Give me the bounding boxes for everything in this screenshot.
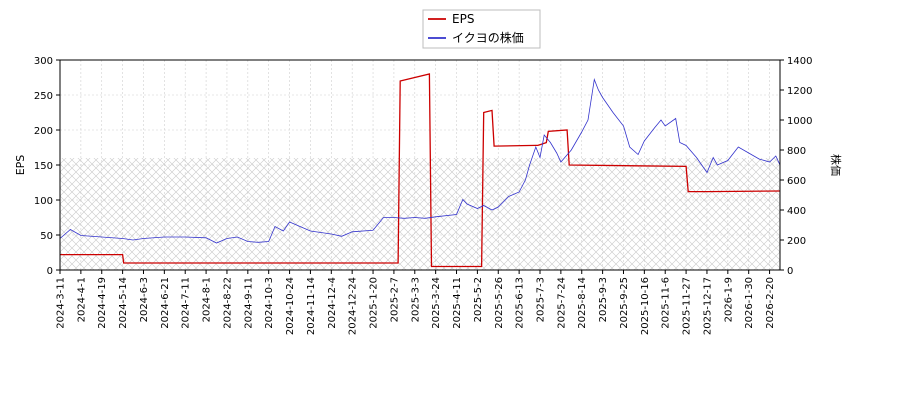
x-tick-label: 2024-4-1 [76, 277, 87, 322]
x-tick-label: 2025-2-7 [389, 277, 400, 322]
legend-label: EPS [452, 12, 474, 26]
x-tick-label: 2024-3-11 [56, 277, 67, 329]
legend-box [422, 9, 541, 49]
x-tick-label: 2024-10-24 [285, 277, 296, 335]
x-tick-label: 2025-3-24 [431, 277, 442, 329]
x-tick-label: 2025-9-3 [598, 277, 609, 322]
series-line-price [60, 77, 780, 244]
y-right-tick-label: 1000 [787, 116, 812, 127]
series-layer [60, 73, 780, 268]
x-tick-label: 2025-10-16 [640, 277, 651, 335]
x-tick-label: 2024-11-14 [306, 277, 317, 335]
x-tick-label: 2024-7-11 [181, 277, 192, 329]
x-tick-label: 2024-6-3 [139, 277, 150, 322]
x-tick-label: 2025-8-14 [577, 277, 588, 329]
x-tick-label: 2025-6-13 [515, 277, 526, 329]
x-tick-label: 2025-4-11 [452, 277, 463, 329]
x-tick-label: 2026-1-30 [744, 277, 755, 329]
x-tick-label: 2025-11-27 [682, 277, 693, 335]
x-tick-label: 2024-9-11 [243, 277, 254, 329]
x-tick-label: 2025-5-2 [473, 277, 484, 322]
y-right-label: 株価 [829, 154, 843, 176]
legend-label: イクヨの株価 [452, 30, 524, 45]
x-tick-label: 2025-9-25 [619, 277, 630, 329]
y-right-tick-label: 600 [787, 176, 806, 187]
y-right-tick-label: 0 [787, 266, 793, 277]
x-tick-label: 2024-10-3 [264, 277, 275, 329]
series-line-eps [60, 73, 780, 268]
x-axis: 2024-3-11 2024-4-1 2024-4-19 2024-5-14 2024-… [56, 270, 776, 335]
x-tick-label: 2025-5-26 [494, 277, 505, 329]
y-left-tick-label: 250 [34, 91, 53, 102]
x-tick-label: 2024-12-24 [348, 277, 359, 335]
x-tick-label: 2024-5-14 [118, 277, 129, 329]
legend: EPS イクヨの株価 [422, 9, 541, 49]
left-axis: 0 50 100 150 200 250 300 [34, 56, 60, 277]
y-left-tick-label: 50 [40, 231, 53, 242]
y-left-tick-label: 300 [34, 56, 53, 67]
y-left-tick-label: 150 [34, 161, 53, 172]
y-right-tick-label: 800 [787, 146, 806, 157]
y-right-tick-label: 400 [787, 206, 806, 217]
x-tick-label: 2025-7-3 [536, 277, 547, 322]
x-tick-label: 2026-2-20 [765, 277, 776, 329]
x-tick-label: 2025-11-6 [661, 277, 672, 329]
x-tick-label: 2025-12-17 [702, 277, 713, 335]
y-left-tick-label: 100 [34, 196, 53, 207]
x-tick-label: 2025-3-3 [410, 277, 421, 322]
hatch-band [60, 158, 780, 270]
x-tick-label: 2025-7-24 [556, 277, 567, 329]
y-left-tick-label: 200 [34, 126, 53, 137]
y-left-label: EPS [14, 155, 27, 176]
x-tick-label: 2024-8-1 [202, 277, 213, 322]
y-right-tick-label: 1200 [787, 86, 812, 97]
y-right-tick-label: 1400 [787, 56, 812, 67]
x-tick-label: 2025-1-20 [369, 277, 380, 329]
x-tick-label: 2024-12-4 [327, 277, 338, 329]
x-tick-label: 2024-6-21 [160, 277, 171, 329]
x-tick-label: 2026-1-9 [723, 277, 734, 322]
right-axis: 0 200 400 600 800 1000 1200 1400 [780, 56, 812, 277]
y-right-tick-label: 200 [787, 236, 806, 247]
y-left-tick-label: 0 [47, 266, 53, 277]
x-tick-label: 2024-8-22 [222, 277, 233, 329]
x-tick-label: 2024-4-19 [97, 277, 108, 329]
